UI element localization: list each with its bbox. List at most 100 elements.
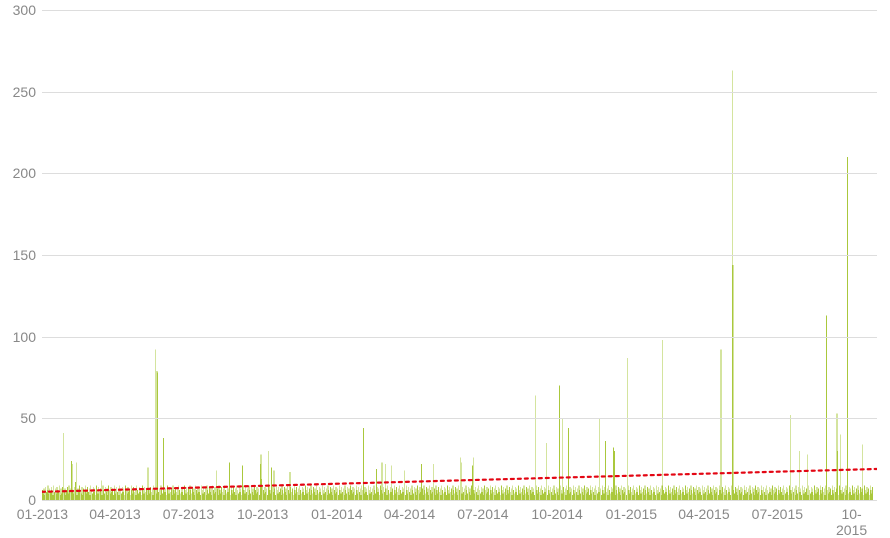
data-bar (291, 492, 292, 500)
data-bar (791, 490, 792, 500)
data-bar (665, 487, 666, 500)
data-bar (182, 489, 183, 500)
data-bar (252, 492, 253, 500)
data-bar (342, 492, 343, 500)
data-bar (850, 492, 851, 500)
data-bar (85, 485, 86, 500)
data-bar (675, 490, 676, 500)
data-bar (541, 485, 542, 500)
data-bar (307, 487, 308, 500)
data-bar (368, 485, 369, 500)
data-bar (716, 487, 717, 500)
data-bar (211, 489, 212, 500)
data-bar (475, 487, 476, 500)
data-bar (158, 492, 159, 500)
data-bar (633, 485, 634, 500)
data-bar (455, 487, 456, 500)
data-bar (61, 489, 62, 500)
data-bar (347, 487, 348, 500)
data-bar (844, 489, 845, 500)
data-bar (653, 487, 654, 500)
data-bar (852, 485, 853, 500)
data-bar (584, 485, 585, 500)
data-bar (403, 489, 404, 500)
data-bar (607, 489, 608, 500)
data-bar (448, 490, 449, 500)
data-bar (711, 492, 712, 500)
data-bar (654, 489, 655, 500)
data-bar (694, 492, 695, 500)
data-bar (796, 490, 797, 500)
data-bar (171, 489, 172, 500)
data-bar (817, 492, 818, 500)
data-bar (159, 489, 160, 500)
data-bar (793, 492, 794, 500)
data-bar (433, 492, 434, 500)
data-bar (767, 490, 768, 500)
data-bar (823, 492, 824, 500)
data-bar (165, 489, 166, 500)
data-bar (676, 487, 677, 500)
y-axis-tick-label: 150 (13, 247, 36, 263)
data-bar (662, 485, 663, 500)
data-bar (761, 485, 762, 500)
data-bar (568, 428, 569, 500)
data-bar (722, 487, 723, 500)
data-bar (595, 485, 596, 500)
data-bar (94, 492, 95, 500)
data-bar (704, 487, 705, 500)
data-bar (254, 485, 255, 500)
data-bar (477, 489, 478, 500)
data-bar (691, 490, 692, 500)
data-bar (548, 485, 549, 500)
data-bar (305, 485, 306, 500)
data-bar (91, 490, 92, 500)
data-bar (174, 490, 175, 500)
data-bar (688, 492, 689, 500)
data-bar (591, 490, 592, 500)
data-bar (114, 485, 115, 500)
data-bar (432, 487, 433, 500)
data-bar (864, 485, 865, 500)
data-bar (445, 489, 446, 500)
data-bar (394, 485, 395, 500)
data-bar (339, 485, 340, 500)
data-bar (203, 487, 204, 500)
data-bar (157, 371, 158, 500)
data-bar (533, 489, 534, 500)
data-bar (856, 489, 857, 500)
data-bar (484, 485, 485, 500)
data-bar (560, 485, 561, 500)
data-bar (847, 157, 848, 500)
data-bar (871, 490, 872, 500)
data-bar (728, 487, 729, 500)
data-bar (262, 485, 263, 500)
data-bar (340, 490, 341, 500)
data-bar (723, 492, 724, 500)
data-bar (775, 492, 776, 500)
data-bar (565, 489, 566, 500)
data-bar (634, 490, 635, 500)
data-bar (319, 487, 320, 500)
data-bar (143, 490, 144, 500)
data-bar (55, 489, 56, 500)
data-bar (841, 490, 842, 500)
data-bar (132, 490, 133, 500)
data-bar (96, 485, 97, 500)
data-bar (272, 487, 273, 500)
gridline (42, 10, 877, 11)
data-bar (134, 492, 135, 500)
data-bar (384, 492, 385, 500)
data-bar (449, 487, 450, 500)
data-bar (199, 492, 200, 500)
data-bar (566, 485, 567, 500)
data-bar (403, 492, 404, 500)
data-bar (471, 485, 472, 500)
data-bar (803, 490, 804, 500)
data-bar (376, 469, 377, 500)
data-bar (154, 490, 155, 500)
data-bar (380, 485, 381, 500)
data-bar (516, 492, 517, 500)
data-bar (526, 487, 527, 500)
data-bar (125, 485, 126, 500)
